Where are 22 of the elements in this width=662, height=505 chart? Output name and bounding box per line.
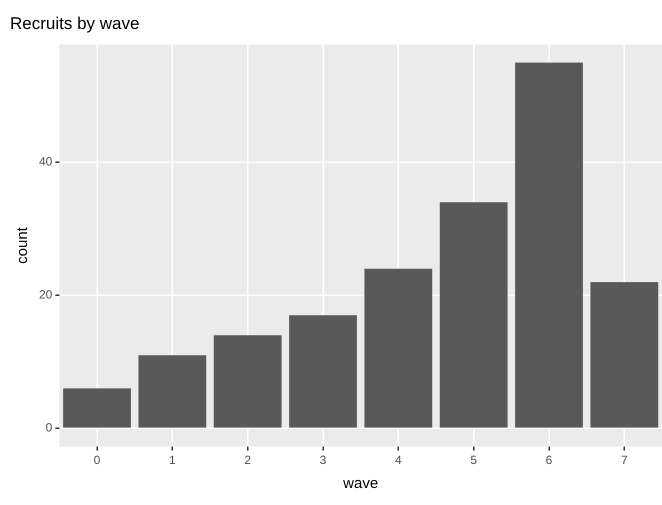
x-tick-label: 5 [470, 453, 478, 468]
x-tick-label: 1 [169, 453, 176, 468]
bar [289, 315, 357, 428]
x-tick-label: 6 [546, 453, 553, 468]
bar [440, 202, 508, 428]
x-axis-title: wave [342, 475, 378, 492]
bar [364, 268, 432, 428]
y-axis-title: count [14, 226, 32, 264]
bar [138, 355, 206, 428]
bar [63, 388, 131, 428]
x-tick-label: 4 [394, 453, 402, 468]
bar [214, 335, 282, 428]
bar [515, 62, 583, 428]
y-tick-label: 0 [46, 420, 53, 435]
bar [590, 282, 658, 428]
x-tick-label: 3 [320, 453, 327, 468]
x-tick-label: 0 [94, 453, 101, 468]
x-tick-label: 7 [620, 453, 628, 468]
chart-title: Recruits by wave [10, 14, 140, 33]
y-tick-label: 20 [38, 288, 53, 302]
y-tick-label: 40 [38, 154, 53, 169]
x-tick-label: 2 [244, 453, 252, 468]
